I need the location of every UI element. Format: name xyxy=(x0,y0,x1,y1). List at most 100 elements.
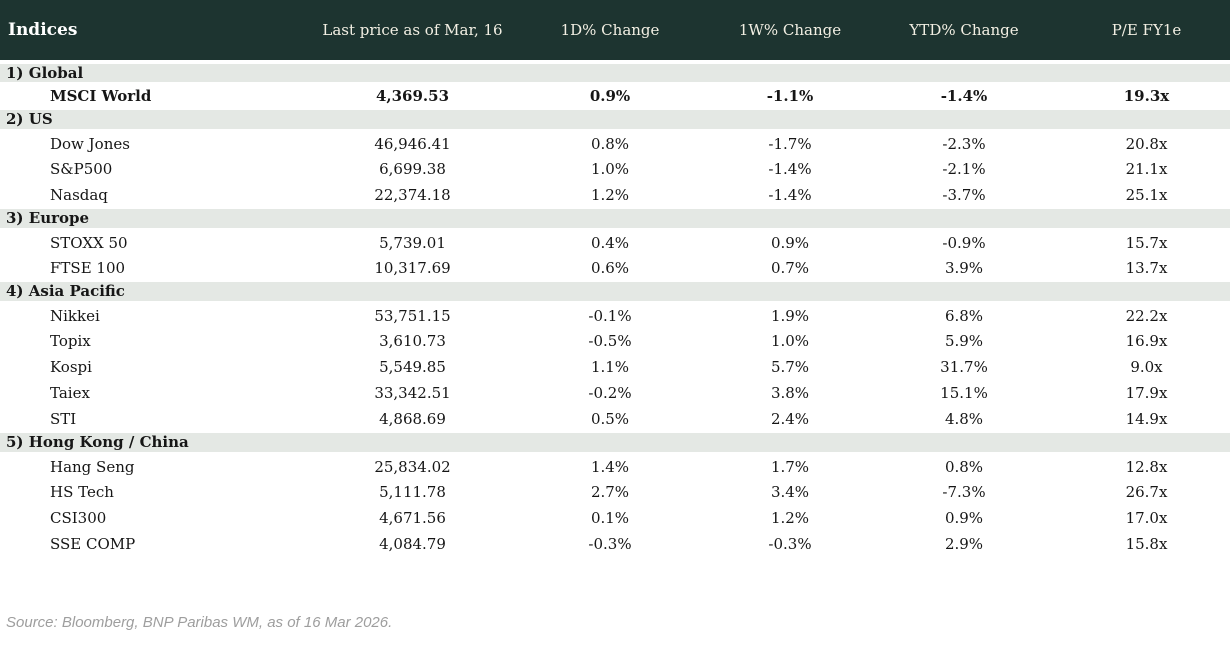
last-price: 3,610.73 xyxy=(320,328,505,354)
column-header-pe: P/E FY1e xyxy=(1063,0,1230,64)
last-price: 22,374.18 xyxy=(320,182,505,208)
change-1w: 1.7% xyxy=(715,453,865,479)
change-1d: 0.8% xyxy=(505,130,715,156)
index-row: FTSE 100 10,317.69 0.6% 0.7% 3.9% 13.7x xyxy=(0,255,1230,281)
last-price: 4,868.69 xyxy=(320,406,505,432)
pe-ratio: 20.8x xyxy=(1063,130,1230,156)
index-row: SSE COMP 4,084.79 -0.3% -0.3% 2.9% 15.8x xyxy=(0,531,1230,557)
change-1d: 0.5% xyxy=(505,406,715,432)
pe-ratio: 19.3x xyxy=(1063,83,1230,109)
change-ytd: -2.3% xyxy=(865,130,1063,156)
index-row: HS Tech 5,111.78 2.7% 3.4% -7.3% 26.7x xyxy=(0,479,1230,505)
section-row: 2) US xyxy=(0,108,1230,131)
table-header: Indices Last price as of Mar, 16 1D% Cha… xyxy=(0,0,1230,64)
index-name: MSCI World xyxy=(0,83,320,109)
index-name: Nikkei xyxy=(0,302,320,328)
change-ytd: 5.9% xyxy=(865,328,1063,354)
change-ytd: -0.9% xyxy=(865,229,1063,255)
change-ytd: 15.1% xyxy=(865,380,1063,406)
section-row: 4) Asia Pacific xyxy=(0,280,1230,303)
last-price: 4,369.53 xyxy=(320,83,505,109)
change-1d: 1.1% xyxy=(505,354,715,380)
change-1w: 3.4% xyxy=(715,479,865,505)
change-1d: 2.7% xyxy=(505,479,715,505)
section-label: 2) US xyxy=(0,108,1230,131)
pe-ratio: 22.2x xyxy=(1063,302,1230,328)
change-1d: -0.3% xyxy=(505,531,715,557)
index-name: SSE COMP xyxy=(0,531,320,557)
index-row: S&P500 6,699.38 1.0% -1.4% -2.1% 21.1x xyxy=(0,156,1230,182)
change-ytd: 6.8% xyxy=(865,302,1063,328)
index-row: Topix 3,610.73 -0.5% 1.0% 5.9% 16.9x xyxy=(0,328,1230,354)
change-1d: 0.6% xyxy=(505,255,715,281)
section-label: 5) Hong Kong / China xyxy=(0,431,1230,454)
section-label: 3) Europe xyxy=(0,207,1230,230)
pe-ratio: 13.7x xyxy=(1063,255,1230,281)
pe-ratio: 17.9x xyxy=(1063,380,1230,406)
pe-ratio: 17.0x xyxy=(1063,505,1230,531)
change-1w: -1.7% xyxy=(715,130,865,156)
change-1d: 0.4% xyxy=(505,229,715,255)
index-row: STI 4,868.69 0.5% 2.4% 4.8% 14.9x xyxy=(0,406,1230,432)
change-1w: 1.9% xyxy=(715,302,865,328)
last-price: 10,317.69 xyxy=(320,255,505,281)
change-ytd: 0.8% xyxy=(865,453,1063,479)
index-name: CSI300 xyxy=(0,505,320,531)
change-ytd: 0.9% xyxy=(865,505,1063,531)
last-price: 4,084.79 xyxy=(320,531,505,557)
last-price: 6,699.38 xyxy=(320,156,505,182)
change-1d: -0.1% xyxy=(505,302,715,328)
column-header-1w-change: 1W% Change xyxy=(715,0,865,64)
change-1d: 0.9% xyxy=(505,83,715,109)
last-price: 4,671.56 xyxy=(320,505,505,531)
pe-ratio: 12.8x xyxy=(1063,453,1230,479)
change-ytd: 3.9% xyxy=(865,255,1063,281)
change-1d: 0.1% xyxy=(505,505,715,531)
last-price: 5,111.78 xyxy=(320,479,505,505)
pe-ratio: 26.7x xyxy=(1063,479,1230,505)
change-1w: -0.3% xyxy=(715,531,865,557)
index-name: Dow Jones xyxy=(0,130,320,156)
section-label: 4) Asia Pacific xyxy=(0,280,1230,303)
index-name: HS Tech xyxy=(0,479,320,505)
change-ytd: -2.1% xyxy=(865,156,1063,182)
pe-ratio: 14.9x xyxy=(1063,406,1230,432)
change-1w: 1.2% xyxy=(715,505,865,531)
indices-table: Indices Last price as of Mar, 16 1D% Cha… xyxy=(0,0,1230,557)
index-name: S&P500 xyxy=(0,156,320,182)
section-row: 1) Global xyxy=(0,61,1230,84)
table-title: Indices xyxy=(0,0,320,64)
index-name: Kospi xyxy=(0,354,320,380)
change-ytd: -3.7% xyxy=(865,182,1063,208)
last-price: 53,751.15 xyxy=(320,302,505,328)
pe-ratio: 25.1x xyxy=(1063,182,1230,208)
section-row: 5) Hong Kong / China xyxy=(0,431,1230,454)
change-1w: 5.7% xyxy=(715,354,865,380)
index-row: Hang Seng 25,834.02 1.4% 1.7% 0.8% 12.8x xyxy=(0,453,1230,479)
last-price: 5,549.85 xyxy=(320,354,505,380)
column-header-last-price: Last price as of Mar, 16 xyxy=(320,0,505,64)
indices-table-body: 1) Global MSCI World 4,369.53 0.9% -1.1% -1.4… xyxy=(0,61,1230,557)
change-ytd: 2.9% xyxy=(865,531,1063,557)
change-1w: 2.4% xyxy=(715,406,865,432)
index-name: Topix xyxy=(0,328,320,354)
change-1w: -1.4% xyxy=(715,182,865,208)
change-1d: 1.0% xyxy=(505,156,715,182)
index-row: STOXX 50 5,739.01 0.4% 0.9% -0.9% 15.7x xyxy=(0,229,1230,255)
pe-ratio: 16.9x xyxy=(1063,328,1230,354)
change-1d: -0.5% xyxy=(505,328,715,354)
change-ytd: 4.8% xyxy=(865,406,1063,432)
change-1w: 3.8% xyxy=(715,380,865,406)
last-price: 25,834.02 xyxy=(320,453,505,479)
index-name: Hang Seng xyxy=(0,453,320,479)
change-1w: -1.1% xyxy=(715,83,865,109)
index-name: FTSE 100 xyxy=(0,255,320,281)
change-1w: 1.0% xyxy=(715,328,865,354)
change-1d: -0.2% xyxy=(505,380,715,406)
column-header-ytd-change: YTD% Change xyxy=(865,0,1063,64)
column-header-1d-change: 1D% Change xyxy=(505,0,715,64)
pe-ratio: 9.0x xyxy=(1063,354,1230,380)
index-row: Kospi 5,549.85 1.1% 5.7% 31.7% 9.0x xyxy=(0,354,1230,380)
index-name: Nasdaq xyxy=(0,182,320,208)
index-name: Taiex xyxy=(0,380,320,406)
